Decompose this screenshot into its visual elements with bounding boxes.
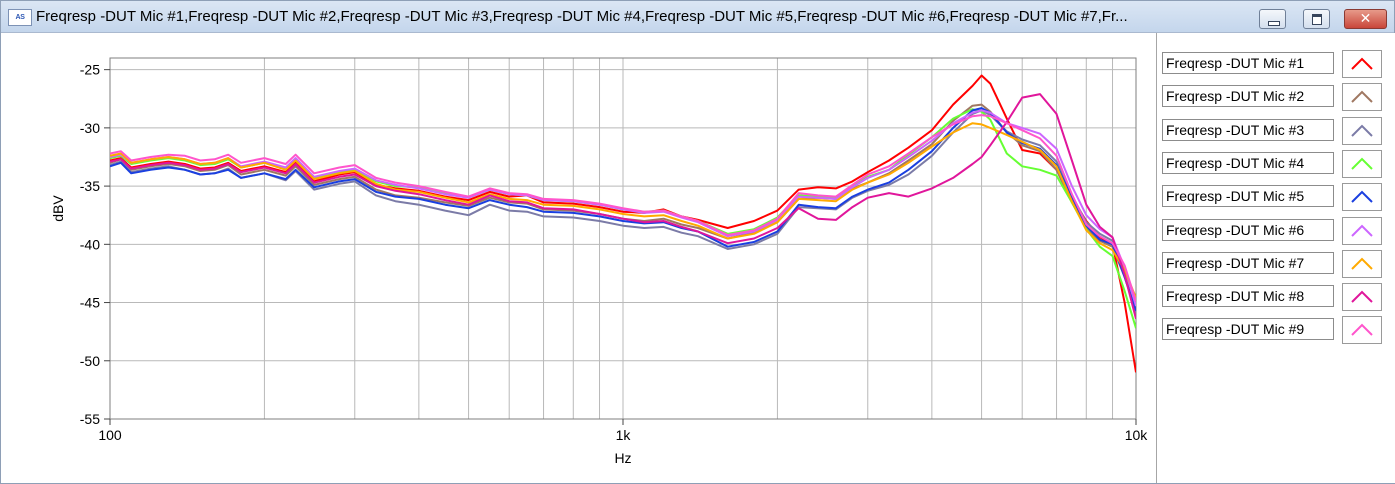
legend-item[interactable]: Freqresp -DUT Mic #7 — [1162, 249, 1392, 279]
minimize-icon — [1268, 21, 1280, 26]
legend-swatch-icon — [1342, 183, 1382, 212]
y-tick-label: -45 — [80, 295, 100, 311]
legend-line-icon — [1351, 257, 1373, 270]
series-line-mic-5 — [110, 107, 1136, 312]
maximize-button[interactable] — [1303, 9, 1330, 29]
legend-line-icon — [1351, 323, 1373, 337]
chart-area[interactable]: -25 -30 -35 -40 -45 -50 -55 100 1k 10k Hz dBV — [1, 33, 1155, 483]
legend-line-mark — [1351, 124, 1373, 137]
y-tick-label: -40 — [80, 236, 100, 252]
legend-line-mark — [1351, 224, 1373, 237]
legend-item[interactable]: Freqresp -DUT Mic #5 — [1162, 182, 1392, 212]
y-axis-label: dBV — [50, 195, 66, 222]
legend-line-icon — [1351, 224, 1373, 237]
legend-label: Freqresp -DUT Mic #7 — [1162, 251, 1334, 274]
legend-swatch-icon — [1342, 149, 1382, 178]
legend-label: Freqresp -DUT Mic #3 — [1162, 118, 1334, 141]
legend-swatch-icon — [1342, 216, 1382, 245]
x-tick-label: 100 — [98, 427, 122, 443]
series-line-mic-7 — [110, 122, 1136, 299]
legend-line-icon — [1351, 190, 1373, 203]
legend-item[interactable]: Freqresp -DUT Mic #1 — [1162, 49, 1392, 79]
legend-item[interactable]: Freqresp -DUT Mic #9 — [1162, 315, 1392, 345]
legend-line-mark — [1351, 157, 1373, 170]
legend-label: Freqresp -DUT Mic #8 — [1162, 285, 1334, 308]
legend-label: Freqresp -DUT Mic #1 — [1162, 52, 1334, 74]
legend-label: Freqresp -DUT Mic #5 — [1162, 185, 1334, 208]
legend-line-icon — [1351, 157, 1373, 170]
legend-line-mark — [1351, 190, 1373, 203]
series-line-mic-6 — [110, 109, 1136, 307]
legend-item[interactable]: Freqresp -DUT Mic #4 — [1162, 149, 1392, 179]
legend-item[interactable]: Freqresp -DUT Mic #3 — [1162, 116, 1392, 146]
legend-swatch-icon — [1342, 249, 1382, 278]
legend-item[interactable]: Freqresp -DUT Mic #6 — [1162, 216, 1392, 246]
legend-line-mark — [1351, 57, 1373, 70]
y-tick-label: -25 — [80, 62, 100, 78]
y-tick-label: -50 — [80, 353, 100, 369]
legend-line-icon — [1351, 57, 1373, 70]
legend-item[interactable]: Freqresp -DUT Mic #8 — [1162, 282, 1392, 312]
legend-line-mark — [1351, 290, 1373, 303]
legend-line-icon — [1351, 90, 1373, 104]
title-bar[interactable]: AS Freqresp -DUT Mic #1,Freqresp -DUT Mi… — [1, 1, 1394, 33]
y-tick-label: -30 — [80, 120, 100, 136]
legend-line-mark — [1351, 257, 1373, 270]
series-line-mic-9 — [110, 114, 1136, 302]
y-tick-label: -55 — [80, 411, 100, 427]
close-icon: ✕ — [1359, 11, 1372, 27]
legend-label: Freqresp -DUT Mic #6 — [1162, 218, 1334, 241]
legend-label: Freqresp -DUT Mic #2 — [1162, 85, 1334, 108]
app-icon: AS — [8, 9, 32, 26]
legend-swatch-icon — [1342, 116, 1382, 145]
legend-item[interactable]: Freqresp -DUT Mic #2 — [1162, 82, 1392, 112]
legend-swatch-icon — [1342, 283, 1382, 312]
legend-swatch-icon — [1342, 50, 1382, 78]
window-title: Freqresp -DUT Mic #1,Freqresp -DUT Mic #… — [36, 8, 1128, 25]
maximize-icon — [1312, 14, 1322, 25]
x-tick-label: 10k — [1125, 427, 1149, 443]
legend-line-icon — [1351, 290, 1373, 303]
legend-line-mark — [1351, 90, 1373, 104]
series-group — [110, 74, 1136, 373]
legend-swatch-icon — [1342, 316, 1382, 345]
legend-swatch-icon — [1342, 83, 1382, 112]
series-line-mic-8 — [110, 93, 1136, 320]
legend-panel: Freqresp -DUT Mic #1 Freqresp -DUT Mic #2… — [1156, 33, 1395, 483]
legend-line-icon — [1351, 124, 1373, 137]
legend-label: Freqresp -DUT Mic #9 — [1162, 318, 1334, 341]
minimize-button[interactable] — [1259, 9, 1286, 29]
legend-label: Freqresp -DUT Mic #4 — [1162, 151, 1334, 174]
x-axis-label: Hz — [614, 450, 631, 466]
x-tick-label: 1k — [616, 427, 632, 443]
close-button[interactable]: ✕ — [1344, 9, 1387, 29]
y-tick-label: -35 — [80, 178, 100, 194]
legend-line-mark — [1351, 323, 1373, 337]
